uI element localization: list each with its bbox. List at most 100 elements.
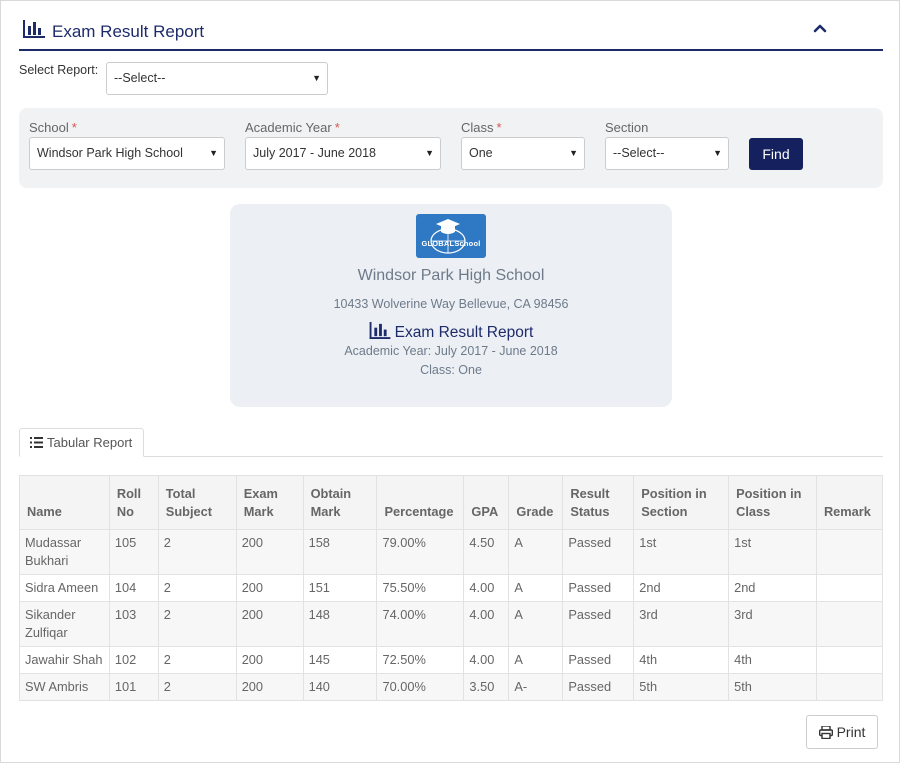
- table-cell: A-: [508, 673, 564, 701]
- table-cell: 3rd: [633, 601, 730, 647]
- table-cell: 2: [157, 673, 237, 701]
- column-header: Result Status: [562, 475, 635, 530]
- class-label: Class *: [461, 120, 502, 135]
- table-cell: 5th: [728, 673, 817, 701]
- table-cell: 103: [108, 601, 159, 647]
- table-cell: 75.50%: [376, 574, 465, 602]
- results-table: Name Roll No Total Subject Exam Mark Obt…: [19, 475, 884, 701]
- table-cell: A: [508, 574, 564, 602]
- logo-text: GLOBALSchool: [421, 239, 481, 248]
- table-cell: 200: [235, 601, 304, 647]
- class-value: One: [469, 146, 493, 160]
- table-cell: 200: [235, 574, 304, 602]
- printer-icon: [818, 718, 833, 750]
- table-cell: 3rd: [728, 601, 817, 647]
- academic-year-dropdown[interactable]: July 2017 - June 2018 ▼: [245, 137, 441, 170]
- column-header: Name: [19, 475, 110, 530]
- column-header: Position in Section: [633, 475, 730, 530]
- report-title-text: Exam Result Report: [394, 324, 534, 341]
- caret-down-icon: ▼: [569, 148, 578, 158]
- panel-header: Exam Result Report: [19, 15, 883, 51]
- school-label: School *: [29, 120, 77, 135]
- table-cell: Mudassar Bukhari: [19, 529, 110, 575]
- bar-chart-icon: [23, 20, 45, 41]
- table-cell: 1st: [633, 529, 730, 575]
- table-cell: 79.00%: [376, 529, 465, 575]
- table-cell: 5th: [633, 673, 730, 701]
- table-cell: Sikander Zulfiqar: [19, 601, 110, 647]
- table-cell: A: [508, 529, 564, 575]
- column-header: Obtain Mark: [302, 475, 378, 530]
- column-header: Total Subject: [157, 475, 237, 530]
- table-cell: SW Ambris: [19, 673, 110, 701]
- caret-down-icon: ▼: [209, 148, 218, 158]
- find-button[interactable]: Find: [749, 138, 803, 170]
- table-row: Sikander Zulfiqar 103 2 200 148 74.00% 4.00 A Pa…: [19, 601, 884, 647]
- table-row: Jawahir Shah 102 2 200 145 72.50% 4.00 A Passed 4…: [19, 646, 884, 674]
- table-cell: 2: [157, 646, 237, 674]
- table-cell: 74.00%: [376, 601, 465, 647]
- print-button[interactable]: Print: [806, 715, 878, 749]
- table-cell: 105: [108, 529, 159, 575]
- column-header: Position in Class: [728, 475, 817, 530]
- table-row: Sidra Ameen 104 2 200 151 75.50% 4.00 A Passed 2n…: [19, 574, 884, 602]
- filter-panel: School * Windsor Park High School ▼ Acade…: [19, 108, 883, 188]
- table-cell: [815, 601, 884, 647]
- table-row: SW Ambris 101 2 200 140 70.00% 3.50 A- Passed 5th…: [19, 673, 884, 701]
- table-cell: [815, 646, 884, 674]
- table-cell: 102: [108, 646, 159, 674]
- table-cell: 4.50: [463, 529, 510, 575]
- table-cell: 2: [157, 529, 237, 575]
- section-label: Section: [605, 120, 649, 135]
- table-cell: [815, 574, 884, 602]
- tab-label: Tabular Report: [47, 435, 133, 450]
- caret-down-icon: ▼: [425, 148, 434, 158]
- academic-year-text: Academic Year: July 2017 - June 2018: [344, 344, 558, 358]
- report-title: Exam Result Report: [230, 322, 672, 344]
- chevron-up-icon[interactable]: [813, 22, 827, 37]
- column-header: Roll No: [108, 475, 159, 530]
- list-icon: [30, 436, 43, 451]
- table-cell: 4th: [633, 646, 730, 674]
- column-header: Percentage: [376, 475, 465, 530]
- table-cell: Passed: [562, 673, 635, 701]
- table-cell: Jawahir Shah: [19, 646, 110, 674]
- column-header: Remark: [815, 475, 884, 530]
- table-cell: 158: [302, 529, 378, 575]
- school-dropdown[interactable]: Windsor Park High School ▼: [29, 137, 225, 170]
- table-cell: 2nd: [728, 574, 817, 602]
- table-cell: 200: [235, 646, 304, 674]
- select-report-label: Select Report:: [19, 63, 99, 77]
- table-cell: 70.00%: [376, 673, 465, 701]
- section-value: --Select--: [613, 146, 665, 160]
- table-cell: [815, 673, 884, 701]
- table-cell: A: [508, 646, 564, 674]
- class-text: Class: One: [420, 363, 482, 377]
- table-body: Mudassar Bukhari 105 2 200 158 79.00% 4.50 A Pas…: [19, 529, 884, 701]
- select-report-dropdown[interactable]: --Select-- ▼: [106, 62, 328, 95]
- table-cell: Passed: [562, 574, 635, 602]
- table-cell: Passed: [562, 601, 635, 647]
- table-cell: 140: [302, 673, 378, 701]
- table-cell: Sidra Ameen: [19, 574, 110, 602]
- table-cell: 3.50: [463, 673, 510, 701]
- table-cell: A: [508, 601, 564, 647]
- column-header: Exam Mark: [235, 475, 304, 530]
- table-cell: Passed: [562, 646, 635, 674]
- tab-bar-line: [19, 456, 883, 457]
- school-value: Windsor Park High School: [37, 146, 183, 160]
- table-cell: 2: [157, 601, 237, 647]
- select-report-value: --Select--: [114, 71, 166, 85]
- table-cell: 104: [108, 574, 159, 602]
- class-dropdown[interactable]: One ▼: [461, 137, 585, 170]
- tab-tabular-report[interactable]: Tabular Report: [19, 428, 144, 457]
- column-header: Grade: [508, 475, 564, 530]
- caret-down-icon: ▼: [312, 73, 321, 83]
- page-title: Exam Result Report: [52, 22, 205, 41]
- print-label: Print: [836, 724, 866, 740]
- table-cell: 101: [108, 673, 159, 701]
- table-cell: 2nd: [633, 574, 730, 602]
- section-dropdown[interactable]: --Select-- ▼: [605, 137, 729, 170]
- report-header-card: GLOBALSchool Windsor Park High School 10…: [230, 204, 672, 407]
- school-address: 10433 Wolverine Way Bellevue, CA 98456: [333, 297, 569, 311]
